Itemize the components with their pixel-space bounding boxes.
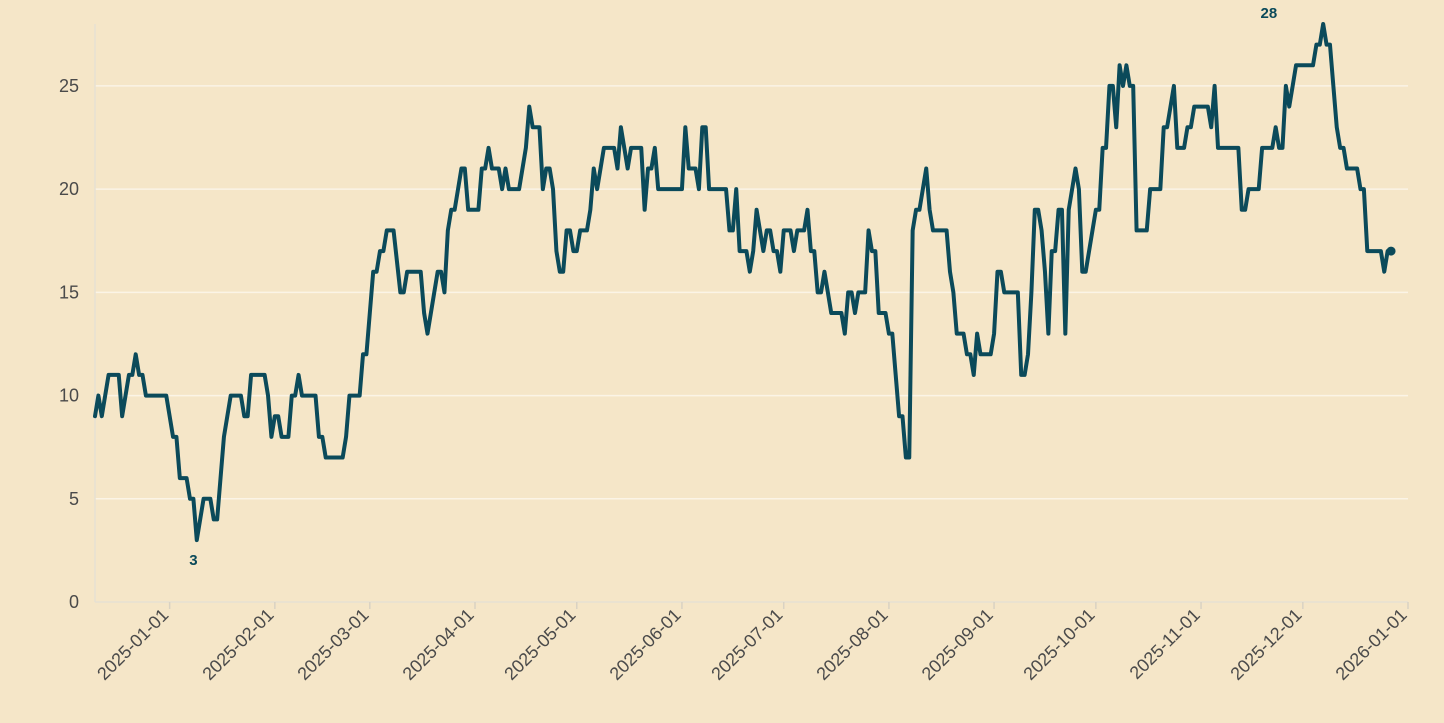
x-tick-label: 2025-04-01 <box>399 605 478 684</box>
x-tick-label: 2025-11-01 <box>1126 605 1204 683</box>
y-tick-label: 20 <box>59 179 79 199</box>
series-end-point <box>1386 246 1396 256</box>
y-tick-labels: 0 5 10 15 20 25 <box>59 76 79 612</box>
x-tick-label: 2025-01-01 <box>93 605 172 684</box>
x-tick-label: 2025-12-01 <box>1226 605 1305 684</box>
x-tick-label: 2025-03-01 <box>293 605 372 684</box>
y-tick-label: 0 <box>69 592 79 612</box>
series-line <box>93 22 1394 543</box>
x-tick-label: 2025-05-01 <box>500 605 579 684</box>
y-tick-label: 5 <box>69 489 79 509</box>
series <box>93 22 1396 543</box>
grid-lines <box>95 85 1408 500</box>
axes <box>94 24 1409 609</box>
x-tick-label: 2025-02-01 <box>198 605 277 684</box>
y-tick-label: 25 <box>59 76 79 96</box>
x-tick-label: 2025-10-01 <box>1019 605 1098 684</box>
y-tick-label: 10 <box>59 386 79 406</box>
x-tick-label: 2026-01-01 <box>1332 605 1411 684</box>
x-tick-label: 2025-09-01 <box>918 605 997 684</box>
annotations: 3 28 <box>189 5 1277 569</box>
annotation-label: 28 <box>1261 5 1278 22</box>
x-tick-labels: 2025-01-01 2025-02-01 2025-03-01 2025-04-01… <box>93 605 1411 684</box>
x-tick-label: 2025-06-01 <box>606 605 685 684</box>
x-tick-label: 2025-08-01 <box>812 605 891 684</box>
y-tick-label: 15 <box>59 282 79 302</box>
annotation-label: 3 <box>189 552 197 569</box>
x-tick-label: 2025-07-01 <box>707 605 786 684</box>
